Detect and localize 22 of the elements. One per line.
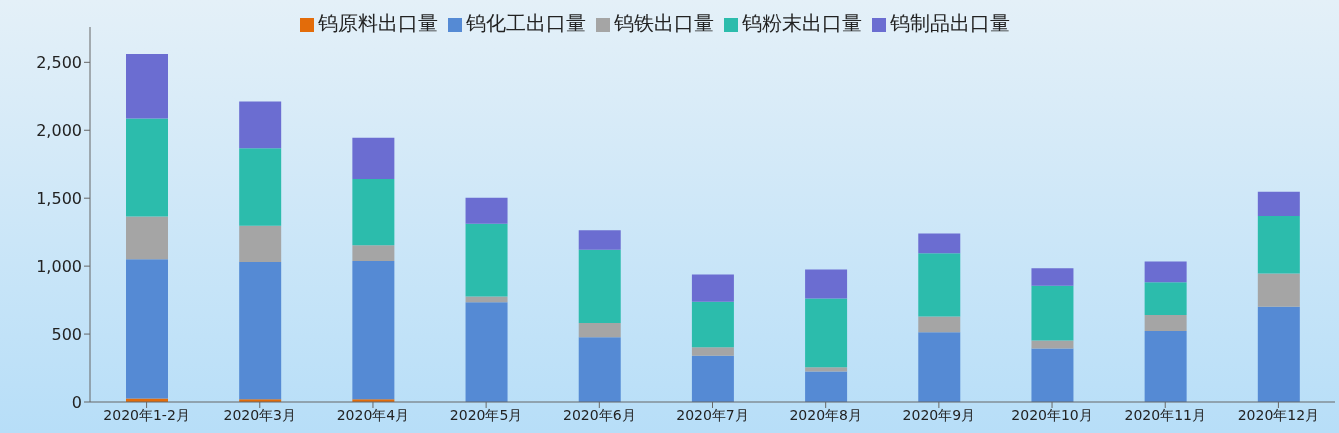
legend-label: 钨原料出口量: [318, 11, 438, 35]
y-tick-label: 1,500: [36, 188, 82, 208]
y-tick-label: 0: [71, 392, 82, 412]
x-tick-label: 2020年11月: [1124, 406, 1206, 423]
y-tick-label: 500: [51, 324, 82, 344]
x-tick-label: 2020年7月: [676, 406, 749, 423]
x-tick-label: 2020年8月: [789, 406, 862, 423]
x-tick-label: 2020年10月: [1011, 406, 1093, 423]
legend-label: 钨制品出口量: [890, 11, 1010, 35]
y-tick-label: 2,500: [36, 53, 82, 73]
x-tick-label: 2020年3月: [223, 406, 297, 423]
x-tick-label: 2020年5月: [449, 406, 523, 423]
x-tick-label: 2020年6月: [563, 406, 636, 423]
legend-label: 钨化工出口量: [466, 11, 586, 35]
legend-label: 钨铁出口量: [614, 11, 714, 35]
legend-label: 钨粉末出口量: [742, 11, 862, 35]
y-tick-label: 1,000: [36, 256, 82, 276]
x-tick-label: 2020年12月: [1237, 406, 1320, 423]
x-tick-label: 2020年1-2月: [103, 406, 190, 423]
x-tick-label: 2020年9月: [902, 406, 976, 423]
x-tick-label: 2020年4月: [336, 406, 410, 423]
y-tick-label: 2,000: [36, 120, 82, 140]
